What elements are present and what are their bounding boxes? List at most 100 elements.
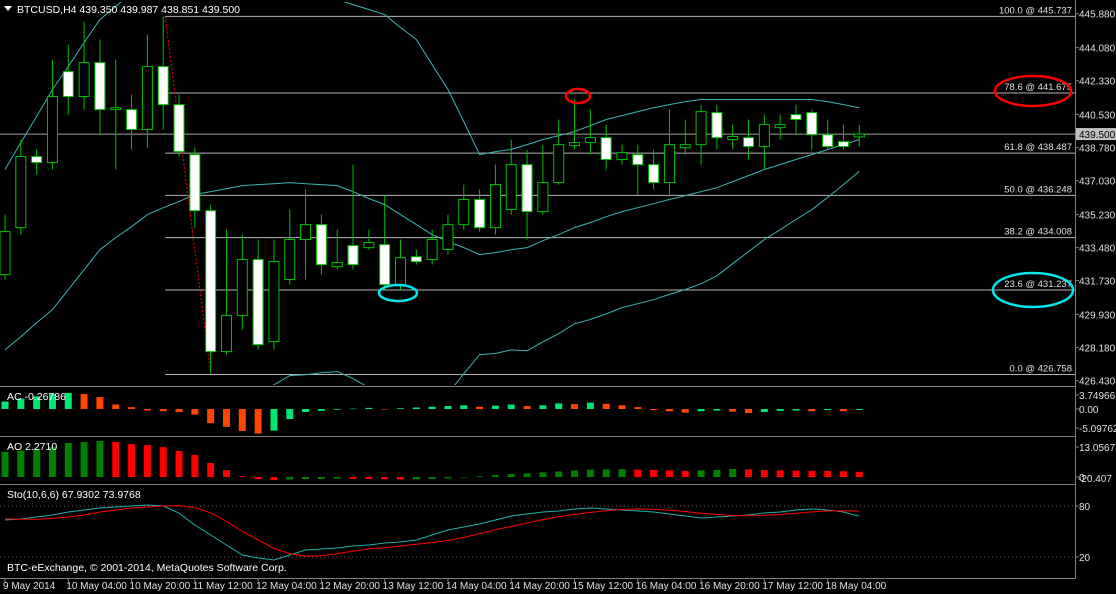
candle-body: [31, 156, 43, 164]
histogram-bar: [412, 477, 420, 480]
histogram-bar: [602, 469, 610, 478]
histogram-bar: [112, 442, 120, 478]
histogram-bar: [33, 448, 41, 478]
histogram-bar: [64, 442, 72, 478]
histogram-bar: [634, 407, 642, 410]
histogram-bar: [48, 447, 56, 478]
candle-body: [790, 114, 802, 121]
x-tick-label: 9 May 2014: [3, 581, 56, 592]
candle-body: [442, 224, 454, 251]
histogram-bar: [143, 445, 151, 478]
histogram-bar: [745, 409, 753, 414]
annotation-circle-cyan: [377, 283, 419, 303]
candle-body: [78, 62, 90, 98]
histogram-bar: [618, 405, 626, 410]
histogram-bar: [333, 409, 341, 410]
histogram-bar: [17, 450, 25, 478]
current-price-box: [1076, 128, 1116, 141]
fib-trend-line: [164, 16, 212, 375]
candle-body: [157, 66, 169, 106]
fib-level-label: 0.0 @ 426.758: [1010, 363, 1072, 374]
y-tick-label: 428.180: [1079, 344, 1116, 355]
histogram-bar: [1, 401, 9, 410]
histogram-bar: [555, 403, 563, 410]
candle-body: [252, 259, 264, 346]
x-tick-label: 17 May 12:00: [762, 581, 823, 592]
histogram-bar: [17, 398, 25, 410]
histogram-bar: [317, 409, 325, 411]
histogram-bar: [33, 396, 41, 410]
y-tick-label: 444.080: [1079, 44, 1116, 55]
histogram-bar: [128, 407, 136, 410]
candle-body: [837, 141, 849, 148]
histogram-bar: [80, 394, 88, 410]
y-tick-label: 435.230: [1079, 211, 1116, 222]
candle-body: [0, 231, 11, 276]
histogram-bar: [681, 471, 689, 478]
histogram-bar: [634, 469, 642, 478]
histogram-bar: [855, 471, 863, 478]
histogram-bar: [760, 470, 768, 478]
histogram-bar: [729, 409, 737, 412]
indicator-line: [4, 504, 860, 561]
histogram-bar: [222, 409, 230, 427]
histogram-bar: [175, 451, 183, 478]
x-tick-label: 16 May 04:00: [636, 581, 697, 592]
histogram-bar: [523, 406, 531, 410]
candle-body: [458, 199, 470, 226]
histogram-bar: [302, 477, 310, 480]
candle-body: [537, 182, 549, 213]
candle-body: [268, 261, 280, 343]
histogram-bar: [839, 471, 847, 478]
histogram-bar: [681, 409, 689, 413]
x-tick-label: 10 May 04:00: [66, 581, 127, 592]
candle-body: [600, 137, 612, 161]
histogram-bar: [650, 469, 658, 478]
histogram-bar: [571, 404, 579, 410]
menu-arrow-icon[interactable]: [4, 6, 12, 11]
histogram-bar: [333, 477, 341, 479]
fib-level-label: 50.0 @ 436.248: [1004, 184, 1072, 195]
candle-body: [853, 133, 865, 138]
chart-title: BTCUSD,H4 439.350 439.987 438.851 439.50…: [17, 4, 240, 16]
histogram-bar: [238, 409, 246, 432]
histogram-bar: [254, 477, 262, 480]
histogram-bar: [412, 407, 420, 410]
histogram-bar: [476, 476, 484, 478]
histogram-bar: [618, 469, 626, 478]
indicator-title: Sto(10,6,6) 67.9302 73.9768: [7, 489, 141, 501]
candle-body: [822, 134, 834, 148]
histogram-bar: [96, 397, 104, 410]
candle-body: [663, 144, 675, 184]
y-tick-label: 438.780: [1079, 144, 1116, 155]
candle-body: [743, 137, 755, 148]
histogram-bar: [428, 406, 436, 410]
candle-body: [521, 164, 533, 213]
fib-level-label: 23.6 @ 431.237: [1004, 279, 1072, 290]
histogram-bar: [302, 409, 310, 412]
candle-body: [315, 224, 327, 266]
bollinger-band: [272, 171, 860, 385]
indicator-line: [4, 505, 860, 557]
candle-body: [806, 112, 818, 136]
y-tick-label: 0: [1079, 473, 1085, 484]
histogram-bar: [776, 470, 784, 478]
candle-body: [126, 109, 138, 131]
candle-body: [347, 245, 359, 266]
candle-body: [46, 96, 58, 164]
histogram-bar: [539, 405, 547, 410]
histogram-bar: [855, 409, 863, 410]
histogram-bar: [713, 469, 721, 478]
histogram-bar: [1, 451, 9, 478]
panel: [0, 2, 1075, 385]
histogram-bar: [238, 476, 246, 478]
candle-body: [489, 184, 501, 229]
footer-text: BTC-eExchange, © 2001-2014, MetaQuotes S…: [7, 562, 287, 574]
current-price-label: 439.500: [1079, 130, 1116, 141]
panel: [1, 392, 863, 434]
y-tick-label: 13.0567: [1079, 443, 1116, 454]
annotation-circle-red: [564, 87, 592, 105]
histogram-bar: [839, 409, 847, 412]
histogram-bar: [317, 477, 325, 479]
histogram-bar: [381, 409, 389, 410]
